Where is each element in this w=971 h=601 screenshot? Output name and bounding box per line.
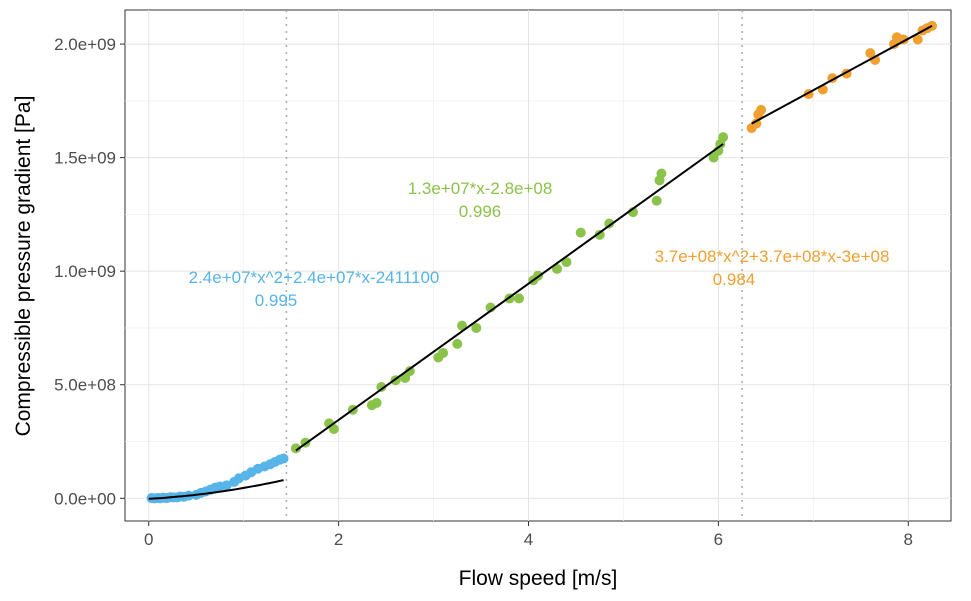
data-point-series-1	[471, 322, 482, 333]
x-tick-label: 0	[144, 530, 153, 549]
orange-fit-r2: 0.984	[713, 270, 756, 289]
y-tick-label: 1.5e+09	[54, 149, 116, 168]
data-point-series-1	[551, 263, 562, 274]
data-point-series-1	[575, 227, 586, 238]
data-point-series-2	[756, 104, 767, 115]
data-point-series-1	[604, 218, 615, 229]
fit-line-series-2	[751, 25, 933, 125]
blue-fit-r2: 0.995	[255, 291, 298, 310]
green-fit-r2: 0.996	[459, 202, 502, 221]
y-tick-labels: 0.0e+00 5.0e+08 1.0e+09 1.5e+09 2.0e+09	[54, 35, 116, 508]
data-point-series-0	[221, 480, 232, 491]
y-tick-label: 2.0e+09	[54, 35, 116, 54]
data-point-series-1	[514, 293, 525, 304]
y-tick-label: 5.0e+08	[54, 376, 116, 395]
x-tick-labels: 0 2 4 6 8	[144, 530, 913, 549]
x-tick-label: 4	[524, 530, 533, 549]
x-tick-label: 2	[334, 530, 343, 549]
x-tick-label: 8	[904, 530, 913, 549]
data-point-series-1	[651, 195, 662, 206]
data-point-series-1	[718, 132, 729, 143]
data-point-series-1	[452, 338, 463, 349]
x-axis-title: Flow speed [m/s]	[459, 567, 618, 590]
data-point-series-1	[594, 229, 605, 240]
data-point-series-2	[912, 34, 923, 45]
vertical-separators	[285, 10, 743, 521]
data-point-series-1	[438, 347, 449, 358]
grid	[125, 10, 951, 521]
fit-line-series-1	[295, 143, 724, 452]
data-point-series-2	[927, 20, 938, 31]
fit-line-series-0	[148, 479, 284, 500]
y-tick-label: 1.0e+09	[54, 262, 116, 281]
data-point-series-1	[376, 382, 387, 393]
x-tick-label: 6	[714, 530, 723, 549]
y-axis-title: Compressible pressure gradient [Pa]	[12, 96, 35, 437]
data-point-series-1	[328, 424, 339, 435]
data-point-series-1	[371, 397, 382, 408]
data-point-series-1	[656, 168, 667, 179]
orange-fit-equation: 3.7e+08*x^2+3.7e+08*x-3e+08	[655, 247, 890, 266]
y-tick-label: 0.0e+00	[54, 489, 116, 508]
blue-fit-equation: 2.4e+07*x^2+2.4e+07*x-2411100	[189, 268, 440, 287]
data-point-series-1	[290, 443, 301, 454]
fit-lines	[148, 25, 933, 500]
data-point-series-0	[278, 453, 289, 464]
axis-ticks	[120, 43, 909, 526]
data-point-series-1	[404, 366, 415, 377]
data-point-series-1	[561, 257, 572, 268]
data-point-series-1	[457, 320, 468, 331]
green-fit-equation: 1.3e+07*x-2.8e+08	[408, 179, 553, 198]
data-point-series-2	[751, 118, 762, 129]
